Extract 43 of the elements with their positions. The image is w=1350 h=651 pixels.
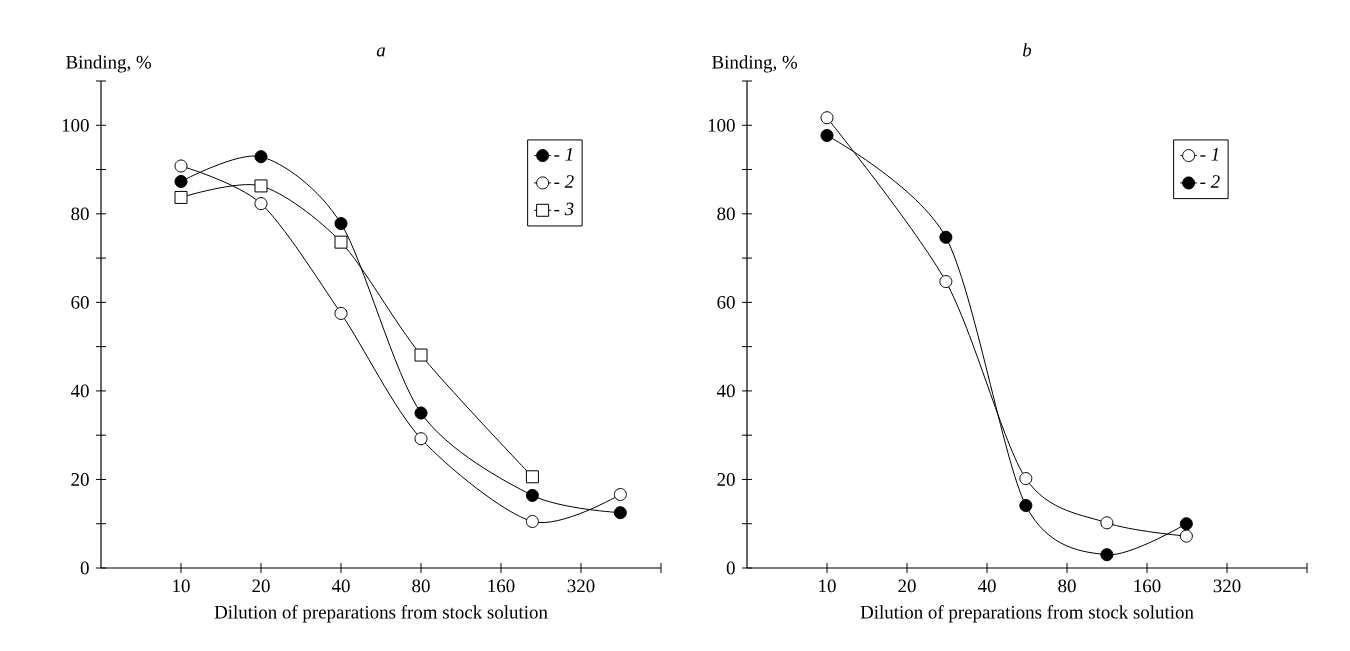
x-axis-title: Dilution of preparations from stock solution (214, 605, 548, 623)
x-tick-label: 10 (819, 579, 836, 593)
x-tick-label: 40 (977, 579, 996, 593)
y-tick-label: 20 (71, 473, 89, 486)
y-tick-label: 60 (71, 295, 89, 309)
x-axis-title: Dilution of preparations from stock solution (860, 605, 1194, 623)
x-tick-label: 320 (567, 579, 595, 593)
point (939, 230, 953, 244)
y-tick-label: 20 (717, 473, 735, 486)
y-tick-label: 80 (717, 207, 735, 221)
y-axis-title: Binding, % (712, 55, 798, 73)
legend-label: - 2 (1200, 175, 1220, 188)
point (1100, 548, 1114, 562)
y-tick-label: 60 (717, 295, 735, 309)
point (939, 275, 953, 289)
y-axis-title: Binding, % (66, 55, 152, 73)
y-tick-label: 100 (708, 118, 735, 132)
point (1179, 529, 1193, 543)
x-tick-label: 80 (1058, 579, 1076, 593)
chart-title: b (1022, 43, 1032, 57)
x-tick-label: 80 (412, 579, 430, 593)
y-tick-label: 40 (716, 384, 735, 398)
x-tick-label: 160 (488, 579, 515, 593)
y-tick-label: 100 (62, 118, 89, 132)
y-tick-label: 80 (71, 207, 89, 221)
legend-label: - 1 (554, 147, 573, 161)
x-tick-label: 40 (331, 579, 350, 593)
x-tick-label: 20 (898, 579, 916, 593)
legend-label: - 1 (1200, 147, 1219, 161)
x-tick-label: 10 (173, 579, 190, 593)
point (1019, 499, 1033, 513)
x-tick-label: 20 (252, 579, 270, 593)
y-tick-label: 0 (80, 561, 89, 575)
point (1019, 472, 1033, 486)
point (1179, 517, 1193, 531)
y-tick-label: 40 (70, 384, 89, 398)
x-tick-label: 320 (1213, 579, 1241, 593)
chart-title: a (376, 47, 386, 57)
point (1100, 516, 1114, 530)
legend-label: - 3 (554, 202, 574, 216)
x-tick-label: 160 (1134, 579, 1161, 593)
y-tick-label: 0 (726, 561, 735, 575)
legend-label: - 2 (554, 175, 574, 188)
